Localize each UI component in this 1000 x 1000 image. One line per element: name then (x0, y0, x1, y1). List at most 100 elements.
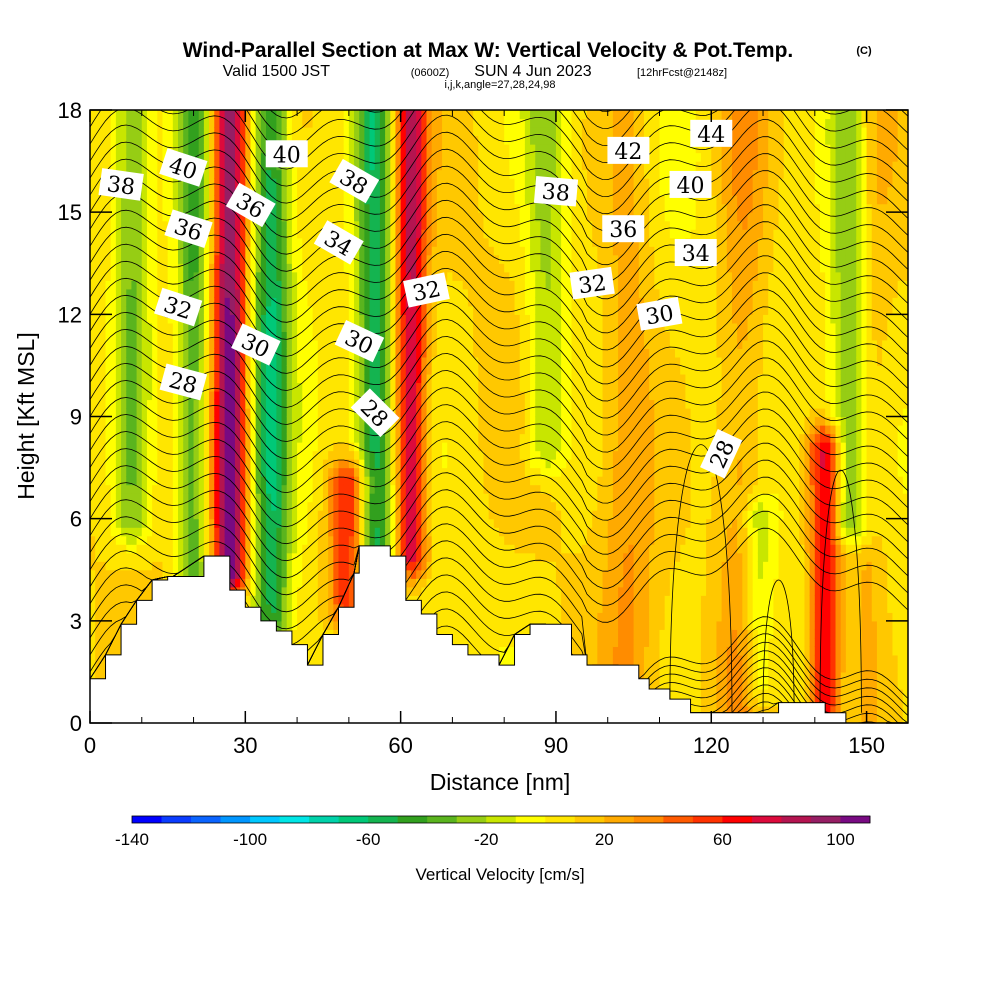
heatmap-cell (126, 603, 133, 613)
heatmap-cell (369, 263, 376, 273)
heatmap-cell (436, 305, 443, 315)
heatmap-cell (307, 314, 314, 324)
heatmap-cell (379, 288, 386, 298)
heatmap-cell (146, 552, 153, 562)
heatmap-cell (121, 339, 127, 349)
heatmap-cell (105, 450, 112, 460)
heatmap-cell (328, 382, 334, 392)
heatmap-cell (343, 212, 350, 222)
heatmap-cell (105, 322, 112, 332)
heatmap-cell (297, 510, 303, 520)
heatmap-cell (390, 263, 397, 273)
heatmap-cell (110, 263, 117, 273)
heatmap-cell (136, 552, 143, 562)
heatmap-cell (141, 535, 148, 545)
heatmap-cell (266, 467, 272, 477)
heatmap-cell (146, 322, 153, 332)
heatmap-cell (328, 544, 334, 554)
heatmap-cell (178, 425, 184, 435)
heatmap-cell (354, 459, 360, 469)
heatmap-cell (209, 229, 215, 239)
heatmap-cell (255, 552, 262, 562)
heatmap-cell (390, 373, 397, 384)
heatmap-cell (354, 254, 360, 264)
heatmap-cell (343, 365, 350, 375)
heatmap-cell (214, 203, 221, 213)
heatmap-cell (209, 425, 215, 435)
heatmap-cell (390, 254, 397, 264)
heatmap-cell (209, 246, 215, 256)
heatmap-cell (286, 442, 293, 452)
heatmap-cell (245, 178, 252, 188)
heatmap-cell (385, 169, 391, 179)
heatmap-cell (302, 637, 309, 647)
heatmap-cell (110, 356, 117, 367)
heatmap-cell (364, 229, 371, 239)
heatmap-cell (317, 305, 324, 315)
heatmap-cell (317, 620, 324, 630)
heatmap-cell (307, 535, 314, 545)
heatmap-cell (302, 433, 309, 443)
heatmap-cell (100, 322, 107, 332)
heatmap-cell (193, 288, 200, 298)
heatmap-cell (374, 288, 381, 298)
heatmap-cell (328, 612, 334, 622)
heatmap-cell (431, 356, 438, 367)
heatmap-cell (348, 127, 355, 137)
heatmap-cell (224, 186, 231, 196)
heatmap-cell (276, 135, 283, 145)
heatmap-cell (245, 399, 252, 409)
heatmap-cell (115, 135, 122, 145)
heatmap-cell (333, 110, 340, 120)
heatmap-cell (214, 161, 221, 171)
heatmap-cell (410, 467, 417, 477)
heatmap-cell (421, 399, 428, 409)
heatmap-cell (224, 280, 231, 290)
heatmap-cell (431, 178, 438, 188)
heatmap-cell (219, 246, 226, 256)
heatmap-cell (312, 484, 319, 494)
heatmap-cell (333, 399, 340, 409)
heatmap-cell (374, 305, 381, 315)
heatmap-cell (136, 416, 143, 426)
heatmap-cell (291, 603, 298, 613)
heatmap-cell (291, 348, 298, 358)
heatmap-cell (348, 484, 355, 494)
heatmap-cell (152, 246, 158, 256)
heatmap-cell (338, 433, 345, 443)
heatmap-cell (100, 161, 107, 171)
heatmap-cell (400, 416, 407, 426)
heatmap-cell (364, 373, 371, 384)
heatmap-cell (312, 178, 319, 188)
heatmap-cell (426, 331, 433, 341)
heatmap-cell (426, 578, 433, 588)
heatmap-cell (302, 493, 309, 503)
heatmap-cell (395, 407, 402, 418)
heatmap-cell (405, 229, 412, 239)
heatmap-cell (379, 484, 386, 494)
heatmap-cell (250, 118, 257, 128)
heatmap-cell (260, 425, 267, 435)
heatmap-cell (255, 518, 262, 528)
heatmap-cell (322, 382, 329, 392)
heatmap-cell (198, 442, 205, 452)
heatmap-cell (214, 348, 221, 358)
heatmap-cell (198, 135, 205, 145)
heatmap-cell (307, 356, 314, 367)
heatmap-cell (297, 390, 303, 401)
heatmap-cell (121, 297, 127, 307)
heatmap-cell (395, 339, 402, 349)
heatmap-cell (121, 271, 127, 281)
heatmap-cell (266, 195, 272, 205)
heatmap-cell (302, 603, 309, 613)
heatmap-cell (312, 501, 319, 511)
heatmap-cell (354, 390, 360, 401)
heatmap-cell (364, 203, 371, 213)
heatmap-cell (162, 493, 169, 503)
heatmap-cell (110, 595, 117, 605)
heatmap-cell (214, 118, 221, 128)
heatmap-cell (146, 501, 153, 511)
heatmap-cell (354, 161, 360, 171)
heatmap-cell (359, 510, 365, 520)
heatmap-cell (286, 195, 293, 205)
